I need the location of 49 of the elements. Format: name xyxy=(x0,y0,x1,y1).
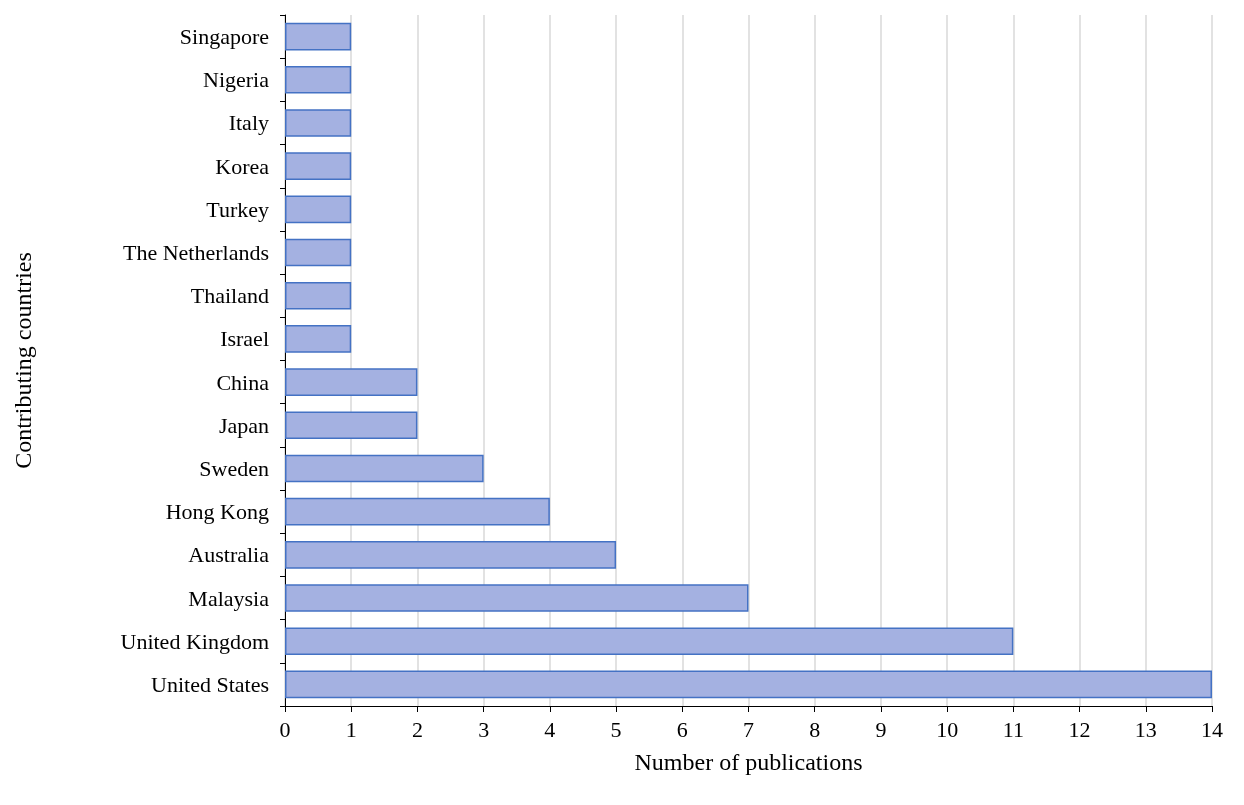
y-tick-label: Singapore xyxy=(179,24,269,50)
x-tick-label: 4 xyxy=(544,716,556,742)
x-tick-label: 13 xyxy=(1134,716,1157,742)
x-tick-label: 6 xyxy=(676,716,688,742)
bar xyxy=(285,541,617,569)
bar xyxy=(285,627,1014,656)
y-tick-label: Turkey xyxy=(206,196,269,222)
x-tick-label: 2 xyxy=(411,716,423,742)
y-tick-label: United Kingdom xyxy=(120,628,269,654)
x-tick-label: 1 xyxy=(345,716,357,742)
bar xyxy=(285,454,484,483)
bar xyxy=(285,65,352,94)
y-tick-label: Korea xyxy=(215,153,270,179)
x-tick-label: 12 xyxy=(1068,716,1091,742)
y-tick-label: Italy xyxy=(228,110,269,136)
x-tick-label: 10 xyxy=(936,716,959,742)
bar xyxy=(285,152,352,180)
y-tick-label: Malaysia xyxy=(188,585,270,611)
y-tick-label: Thailand xyxy=(190,283,269,309)
x-tick-label: 7 xyxy=(743,716,754,742)
bar xyxy=(285,497,550,526)
y-tick-label: Israel xyxy=(220,326,269,352)
x-axis-title: Number of publications xyxy=(634,749,863,775)
y-tick-label: China xyxy=(216,369,270,395)
bar xyxy=(285,238,352,267)
bar xyxy=(285,584,749,612)
bar xyxy=(285,670,1212,699)
y-tick-label: Hong Kong xyxy=(165,499,269,525)
y-tick-label: Japan xyxy=(218,412,269,438)
y-tick-label: United States xyxy=(151,671,269,697)
x-tick-label: 11 xyxy=(1002,716,1024,742)
y-tick-label: Sweden xyxy=(199,455,269,481)
y-axis-title: Contributing countries xyxy=(10,252,36,469)
bar xyxy=(285,109,352,137)
x-tick-label: 9 xyxy=(875,716,887,742)
bar xyxy=(285,22,352,51)
y-tick-label: Australia xyxy=(188,542,270,568)
bar xyxy=(285,325,352,353)
x-tick-label: 0 xyxy=(279,716,291,742)
x-tick-label: 14 xyxy=(1201,716,1223,742)
x-tick-label: 8 xyxy=(809,716,821,742)
bar xyxy=(285,195,352,224)
y-tick-label: Nigeria xyxy=(203,67,270,93)
bar xyxy=(285,368,418,396)
x-tick-label: 3 xyxy=(478,716,490,742)
bar xyxy=(285,281,352,310)
y-tick-label: The Netherlands xyxy=(123,240,269,266)
x-tick-label: 5 xyxy=(610,716,622,742)
bar xyxy=(285,411,418,440)
